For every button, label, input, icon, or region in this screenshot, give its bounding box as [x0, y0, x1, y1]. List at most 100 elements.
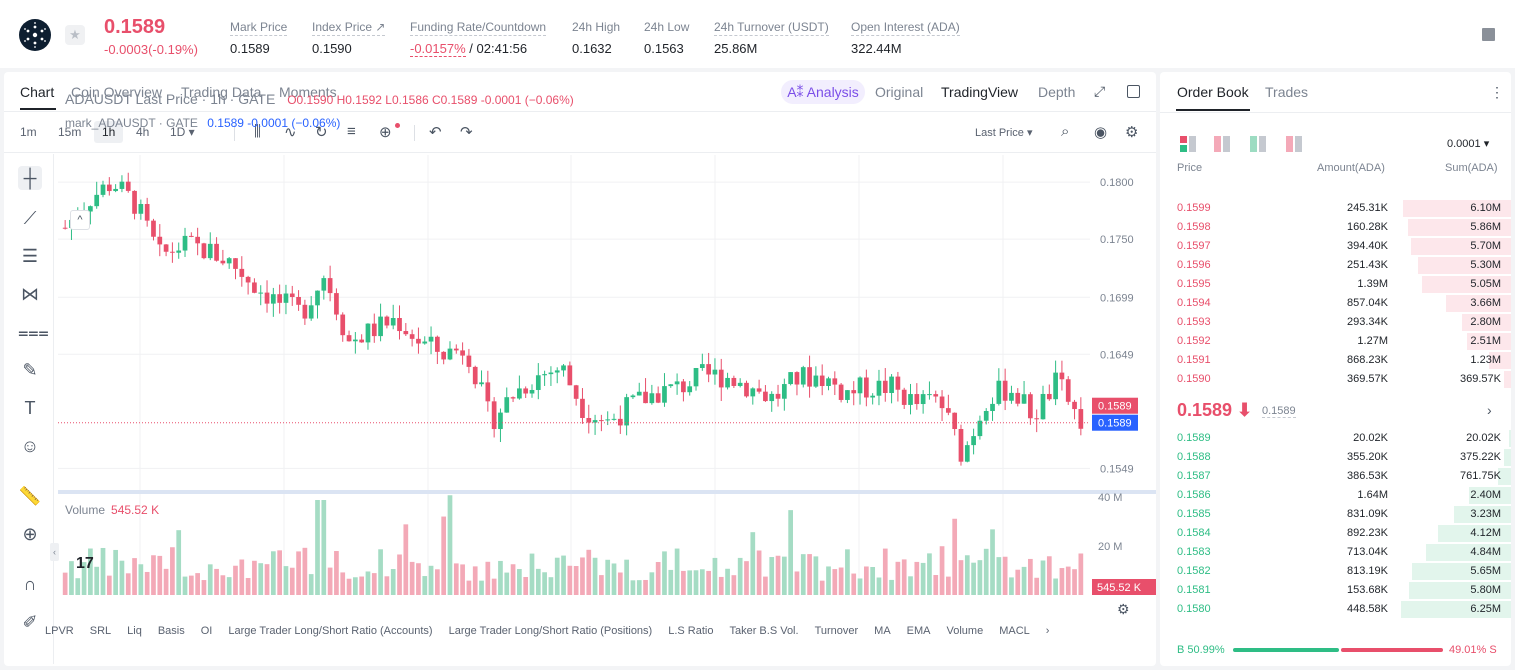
favorite-star-icon[interactable]: ★ — [65, 25, 85, 45]
book-buy-icon[interactable] — [1250, 136, 1266, 152]
text-icon[interactable]: T — [24, 398, 36, 418]
ask-row[interactable]: 0.1599 245.31K 6.10M — [1160, 199, 1511, 218]
ruler-icon[interactable]: 📏 — [18, 486, 42, 506]
trendline-icon[interactable]: ⟋ — [23, 208, 37, 228]
stat-label[interactable]: 24h Turnover (USDT) — [714, 20, 829, 36]
ask-row[interactable]: 0.1593 293.34K 2.80M — [1160, 313, 1511, 332]
horizontal-lines-icon[interactable]: ☰ — [21, 246, 39, 266]
book-both-icon[interactable] — [1180, 136, 1196, 152]
pencil-lock-icon[interactable]: ✐ — [22, 612, 38, 632]
price-chart[interactable]: 0.1800 0.1750 0.1699 0.1649 0.1549 40 M 20 M 17… — [58, 155, 1156, 601]
expand-icon[interactable]: ⤢ — [1094, 83, 1106, 99]
fullscreen-icon[interactable] — [1127, 85, 1140, 98]
view-tradingview[interactable]: TradingView — [941, 84, 1019, 100]
bid-row[interactable]: 0.1581 153.68K 5.80M — [1160, 581, 1511, 600]
indicator-5[interactable]: Large Trader Long/Short Ratio (Accounts) — [228, 625, 433, 637]
camera-icon[interactable]: ◉ — [1094, 124, 1108, 141]
indicator-8[interactable]: Taker B.S Vol. — [729, 625, 799, 637]
price-source-select[interactable]: Last Price ▾ — [975, 127, 1033, 139]
funding-rate-value[interactable]: -0.0157% — [410, 41, 466, 57]
ask-row[interactable]: 0.1591 868.23K 1.23M — [1160, 351, 1511, 370]
fib-icon[interactable]: ⩶ — [18, 322, 49, 342]
ask-row[interactable]: 0.1597 394.40K 5.70M — [1160, 237, 1511, 256]
tab-trading-data[interactable]: Trading Data — [181, 84, 262, 100]
timeframe-1m[interactable]: 1m — [20, 125, 37, 139]
magnet-icon[interactable]: ∩ — [23, 574, 37, 594]
indicator-0[interactable]: LPVR — [45, 625, 74, 637]
bid-row[interactable]: 0.1583 713.04K 4.84M — [1160, 543, 1511, 562]
tab-chart[interactable]: Chart — [20, 84, 55, 100]
indicator-12[interactable]: Volume — [946, 625, 984, 637]
timeframe-15m[interactable]: 15m — [58, 125, 82, 139]
volume-bar — [763, 576, 768, 595]
timeframe-4h[interactable]: 4h — [136, 125, 150, 139]
brush-icon[interactable]: ✎ — [22, 360, 38, 380]
candle-body — [327, 278, 333, 294]
settings-list-icon[interactable]: ≡ — [347, 123, 356, 140]
more-options-icon[interactable]: ⋮ — [1490, 84, 1504, 100]
book-depth-icon[interactable] — [1286, 136, 1302, 152]
crosshair-icon[interactable]: ┼ — [18, 166, 42, 190]
bid-row[interactable]: 0.1587 386.53K 761.75K — [1160, 467, 1511, 486]
ask-row[interactable]: 0.1595 1.39M 5.05M — [1160, 275, 1511, 294]
bid-row[interactable]: 0.1582 813.19K 5.65M — [1160, 562, 1511, 581]
redo-icon[interactable]: ↷ — [460, 124, 473, 141]
collapse-legend-button[interactable]: ^ — [70, 210, 90, 230]
indicator-13[interactable]: MACL — [999, 625, 1030, 637]
chevron-right-icon[interactable]: › — [1487, 402, 1492, 418]
view-depth[interactable]: Depth — [1038, 84, 1076, 100]
stat-label[interactable]: Open Interest (ADA) — [851, 20, 960, 36]
price-cell: 0.1592 — [1177, 335, 1211, 347]
tab-coin-overview[interactable]: Coin Overview — [71, 84, 163, 100]
indicator-11[interactable]: EMA — [906, 625, 931, 637]
timeframe-1d[interactable]: 1D ▾ — [170, 125, 195, 139]
timeframe-1h[interactable]: 1h — [94, 121, 124, 143]
zoom-in-icon[interactable]: ⊕ — [22, 524, 38, 544]
tab-order-book[interactable]: Order Book — [1177, 84, 1249, 100]
search-icon[interactable]: ⌕ — [1061, 123, 1070, 140]
view-original[interactable]: Original — [875, 84, 924, 100]
precision-select[interactable]: 0.0001 ▾ — [1447, 138, 1490, 150]
add-indicator-icon[interactable]: ⊕ — [379, 124, 392, 141]
ai-analysis-button[interactable]: A⁑ Analysis — [781, 80, 865, 104]
indicator-4[interactable]: OI — [200, 625, 213, 637]
tab-moments[interactable]: Moments — [279, 84, 337, 100]
ask-row[interactable]: 0.1596 251.43K 5.30M — [1160, 256, 1511, 275]
indicator-2[interactable]: Liq — [127, 625, 142, 637]
ask-row[interactable]: 0.1598 160.28K 5.86M — [1160, 218, 1511, 237]
refresh-icon[interactable]: ↻ — [315, 124, 328, 141]
indicators-icon[interactable]: ∿ — [284, 124, 297, 141]
chart-settings-gear-icon[interactable]: ⚙ — [1117, 601, 1130, 617]
bid-row[interactable]: 0.1589 20.02K 20.02K — [1160, 429, 1511, 448]
indicator-14[interactable]: › — [1045, 625, 1050, 637]
bid-row[interactable]: 0.1588 355.20K 375.22K — [1160, 448, 1511, 467]
bid-row[interactable]: 0.1586 1.64M 2.40M — [1160, 486, 1511, 505]
indicator-1[interactable]: SRL — [89, 625, 112, 637]
ask-row[interactable]: 0.1590 369.57K 369.57K — [1160, 370, 1511, 389]
emoji-icon[interactable]: ☺ — [20, 436, 40, 456]
tab-trades[interactable]: Trades — [1265, 84, 1309, 100]
side-collapse-icon[interactable]: ‹ — [50, 543, 59, 561]
stat-label[interactable]: Index Price ↗ — [312, 20, 386, 36]
amount-cell: 153.68K — [1347, 584, 1388, 596]
stat-label[interactable]: Mark Price — [230, 20, 288, 36]
indicator-9[interactable]: Turnover — [814, 625, 859, 637]
bid-row[interactable]: 0.1584 892.23K 4.12M — [1160, 524, 1511, 543]
candle-body — [586, 417, 592, 423]
ask-row[interactable]: 0.1592 1.27M 2.51M — [1160, 332, 1511, 351]
bid-row[interactable]: 0.1585 831.09K 3.23M — [1160, 505, 1511, 524]
bid-row[interactable]: 0.1580 448.58K 6.25M — [1160, 600, 1511, 619]
stat-label[interactable]: Funding Rate/Countdown — [410, 20, 547, 36]
candle-type-icon[interactable]: ⫼ — [254, 123, 261, 140]
pattern-icon[interactable]: ⋈ — [21, 284, 39, 304]
guide-book-icon[interactable] — [1482, 28, 1495, 41]
candle-body — [422, 341, 428, 344]
gear-icon[interactable]: ⚙ — [1125, 124, 1139, 141]
ask-row[interactable]: 0.1594 857.04K 3.66M — [1160, 294, 1511, 313]
indicator-3[interactable]: Basis — [157, 625, 185, 637]
indicator-10[interactable]: MA — [874, 625, 891, 637]
undo-icon[interactable]: ↶ — [429, 124, 442, 141]
book-sell-icon[interactable] — [1214, 136, 1230, 152]
indicator-6[interactable]: Large Trader Long/Short Ratio (Positions… — [448, 625, 653, 637]
indicator-7[interactable]: L.S Ratio — [668, 625, 714, 637]
